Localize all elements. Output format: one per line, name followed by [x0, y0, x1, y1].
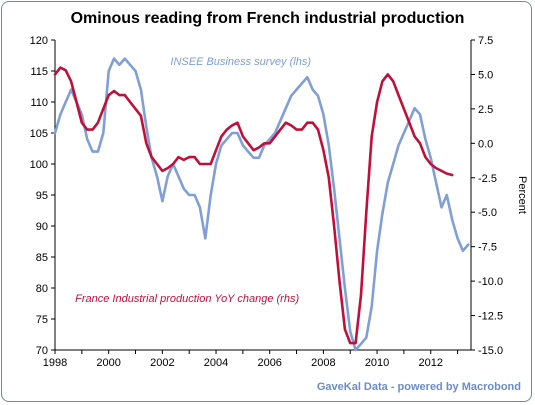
right-tick-label: 0.0: [478, 138, 493, 150]
series-line-1: [53, 57, 470, 352]
series-annotation-1: INSEE Business survey (lhs): [170, 56, 311, 68]
left-tick-label: 110: [30, 97, 48, 109]
right-tick-label: -7.5: [478, 242, 497, 254]
chart-series: [53, 57, 470, 352]
chart-labels: INSEE Business survey (lhs) France Indust…: [75, 56, 311, 305]
left-tick-label: 105: [30, 128, 48, 140]
x-tick-label: 2010: [365, 357, 389, 369]
right-tick-label: 2.5: [478, 104, 493, 116]
right-tick-label: 5.0: [478, 69, 493, 81]
left-tick-label: 100: [30, 159, 48, 171]
x-tick-label: 2006: [257, 357, 281, 369]
left-tick-label: 115: [30, 66, 48, 78]
series-annotation-2: France Industrial production YoY change …: [75, 293, 299, 305]
right-tick-label: -12.5: [478, 311, 503, 323]
left-tick-label: 80: [36, 283, 48, 295]
chart-title: Ominous reading from French industrial p…: [70, 10, 465, 27]
left-tick-label: 90: [36, 221, 48, 233]
chart-axes: 70 75 80 85 90 95 100 105 110 115 120 -15.0 -12.5 -10…: [30, 35, 528, 369]
left-tick-label: 120: [30, 35, 48, 47]
x-tick-label: 2012: [418, 357, 442, 369]
series-line-2: [53, 66, 454, 345]
x-tick-label: 2002: [150, 357, 174, 369]
right-axis-label: Percent: [516, 176, 528, 214]
x-tick-label: 1998: [43, 357, 67, 369]
left-tick-label: 75: [36, 314, 48, 326]
right-tick-label: -15.0: [478, 345, 503, 357]
x-tick-label: 2004: [204, 357, 228, 369]
right-tick-label: -5.0: [478, 207, 497, 219]
right-tick-label: -10.0: [478, 276, 503, 288]
left-tick-label: 70: [36, 345, 48, 357]
left-tick-label: 95: [36, 190, 48, 202]
right-tick-label: 7.5: [478, 35, 493, 47]
right-tick-label: -2.5: [478, 173, 497, 185]
source-credit: GaveKal Data - powered by Macrobond: [316, 381, 521, 393]
x-tick-label: 2008: [311, 357, 335, 369]
x-tick-label: 2000: [96, 357, 120, 369]
left-tick-label: 85: [36, 252, 48, 264]
